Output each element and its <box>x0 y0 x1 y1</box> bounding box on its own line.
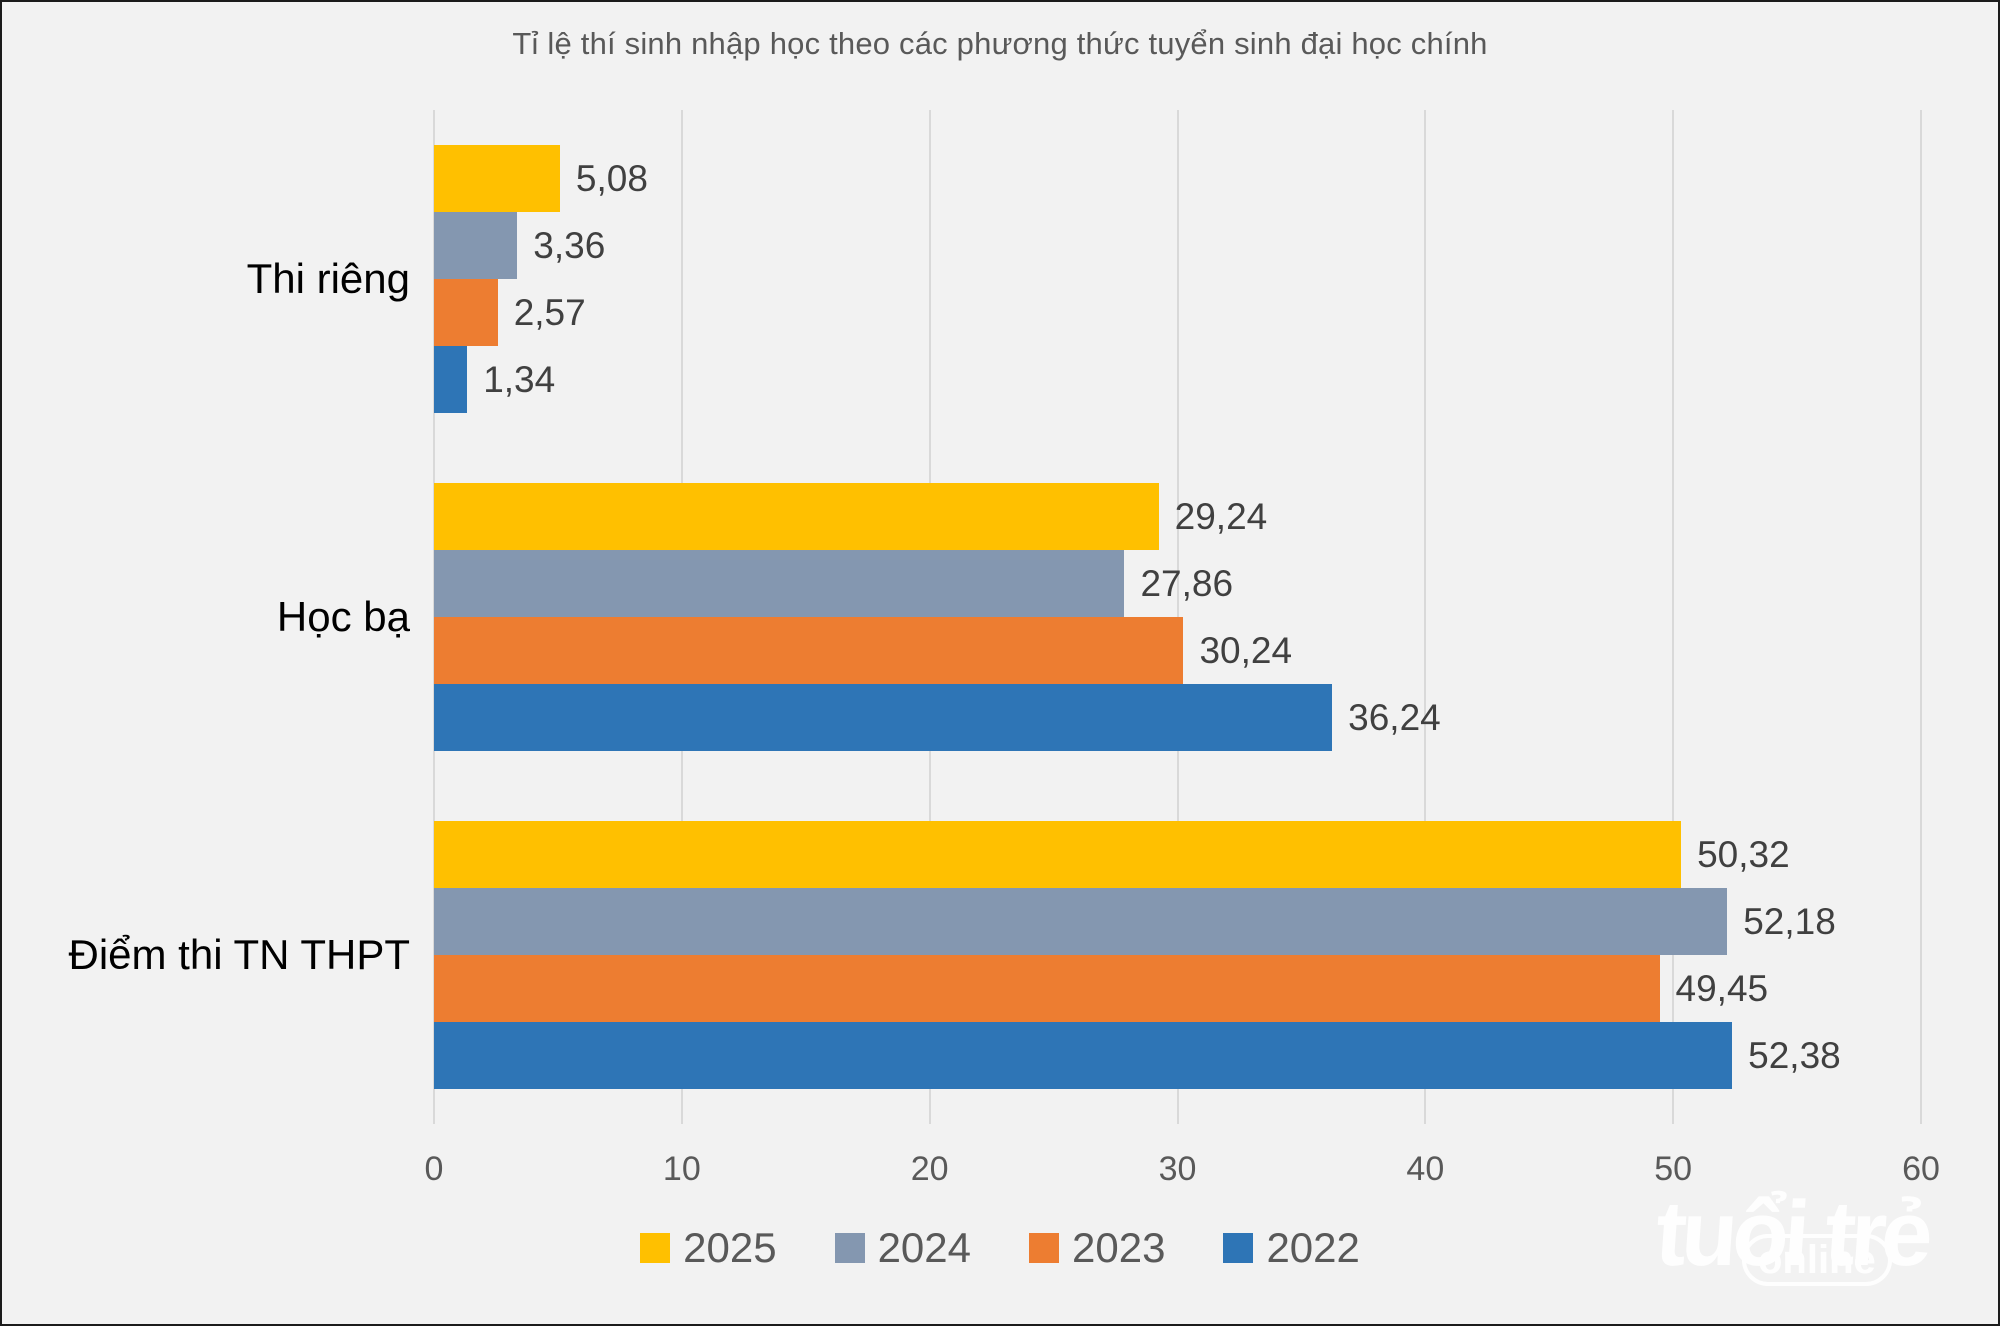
watermark-subtext: online <box>1742 1234 1892 1286</box>
data-label-2024-2: 52,18 <box>1743 900 1836 942</box>
bar-2024-0 <box>434 212 518 279</box>
legend-item-2022: 2022 <box>1223 1224 1360 1272</box>
bar-2025-0 <box>434 145 560 212</box>
bar-row-2022-2: 52,38 <box>434 1022 1921 1089</box>
data-label-2025-2: 50,32 <box>1697 833 1790 875</box>
legend-label-2024: 2024 <box>877 1224 971 1271</box>
legend-swatch-2024 <box>834 1233 865 1263</box>
x-axis: 0 10 20 30 40 50 60 <box>425 1150 1940 1200</box>
x-tick-label-40: 40 <box>1406 1150 1445 1188</box>
bar-row-2022-1: 36,24 <box>434 684 1921 751</box>
bar-2023-0 <box>434 279 498 346</box>
bar-row-2022-0: 1,34 <box>434 346 1921 413</box>
bar-row-2024-1: 27,86 <box>434 550 1921 617</box>
bar-2024-1 <box>434 550 1125 617</box>
bar-2023-1 <box>434 617 1184 684</box>
data-label-2022-0: 1,34 <box>483 358 556 400</box>
bar-2022-2 <box>434 1022 1733 1089</box>
legend-item-2025: 2025 <box>640 1224 777 1272</box>
x-tick-label-0: 0 <box>424 1150 444 1188</box>
data-label-2024-1: 27,86 <box>1140 562 1234 604</box>
category-label-0: Thi riêng <box>246 255 410 302</box>
legend-label-2022: 2022 <box>1266 1224 1360 1271</box>
chart-title: Tỉ lệ thí sinh nhập học theo các phương … <box>512 26 1488 61</box>
gridline-60 <box>1920 110 1922 1124</box>
x-tick-label-30: 30 <box>1158 1150 1197 1188</box>
category-group-2: 50,32 52,18 49,45 52,38 <box>434 786 1921 1124</box>
legend-item-2023: 2023 <box>1029 1224 1165 1272</box>
data-label-2022-2: 52,38 <box>1748 1034 1841 1076</box>
watermark-logo: tuổi trẻ online <box>1652 1183 1956 1286</box>
category-group-0: 5,08 3,36 2,57 1,34 <box>434 110 1921 448</box>
legend: 2025 2024 2023 2022 <box>2 1224 1998 1272</box>
bar-row-2025-1: 29,24 <box>434 483 1921 550</box>
x-tick-label-20: 20 <box>910 1150 949 1188</box>
gridline-50 <box>1672 110 1675 1124</box>
data-label-2023-2: 49,45 <box>1675 967 1769 1009</box>
bar-row-2023-0: 2,57 <box>434 279 1921 346</box>
x-tick-label-60: 60 <box>1902 1150 1940 1188</box>
data-label-2024-0: 3,36 <box>533 224 606 266</box>
bar-2024-2 <box>434 888 1728 955</box>
bar-2022-1 <box>434 684 1333 751</box>
data-label-2025-0: 5,08 <box>575 157 648 199</box>
legend-item-2024: 2024 <box>834 1224 971 1272</box>
legend-label-2025: 2025 <box>683 1224 777 1271</box>
bar-2025-2 <box>434 821 1682 888</box>
category-label-2: Điểm thi TN THPT <box>68 931 411 978</box>
legend-swatch-2025 <box>640 1233 671 1263</box>
x-tick-label-50: 50 <box>1654 1150 1693 1188</box>
x-tick-label-10: 10 <box>662 1150 701 1188</box>
plot-area: 5,08 3,36 2,57 1,34 29,24 27,86 30,24 36,24 50,3… <box>433 110 1922 1124</box>
bar-row-2024-0: 3,36 <box>434 212 1921 279</box>
data-label-2023-1: 30,24 <box>1199 629 1293 671</box>
legend-label-2023: 2023 <box>1072 1224 1166 1271</box>
bar-row-2023-1: 30,24 <box>434 617 1921 684</box>
bar-2022-0 <box>434 346 468 413</box>
legend-swatch-2022 <box>1223 1233 1254 1263</box>
category-group-1: 29,24 27,86 30,24 36,24 <box>434 448 1921 786</box>
bar-row-2025-2: 50,32 <box>434 821 1921 888</box>
bar-2025-1 <box>434 483 1159 550</box>
data-label-2025-1: 29,24 <box>1174 495 1268 537</box>
bar-2023-2 <box>434 955 1660 1022</box>
bar-row-2024-2: 52,18 <box>434 888 1921 955</box>
legend-swatch-2023 <box>1029 1233 1059 1263</box>
bar-row-2025-0: 5,08 <box>434 145 1921 212</box>
data-label-2022-1: 36,24 <box>1348 696 1441 738</box>
category-label-1: Học bạ <box>276 593 410 640</box>
bar-row-2023-2: 49,45 <box>434 955 1921 1022</box>
data-label-2023-0: 2,57 <box>513 291 586 333</box>
gridline-40 <box>1424 110 1427 1124</box>
